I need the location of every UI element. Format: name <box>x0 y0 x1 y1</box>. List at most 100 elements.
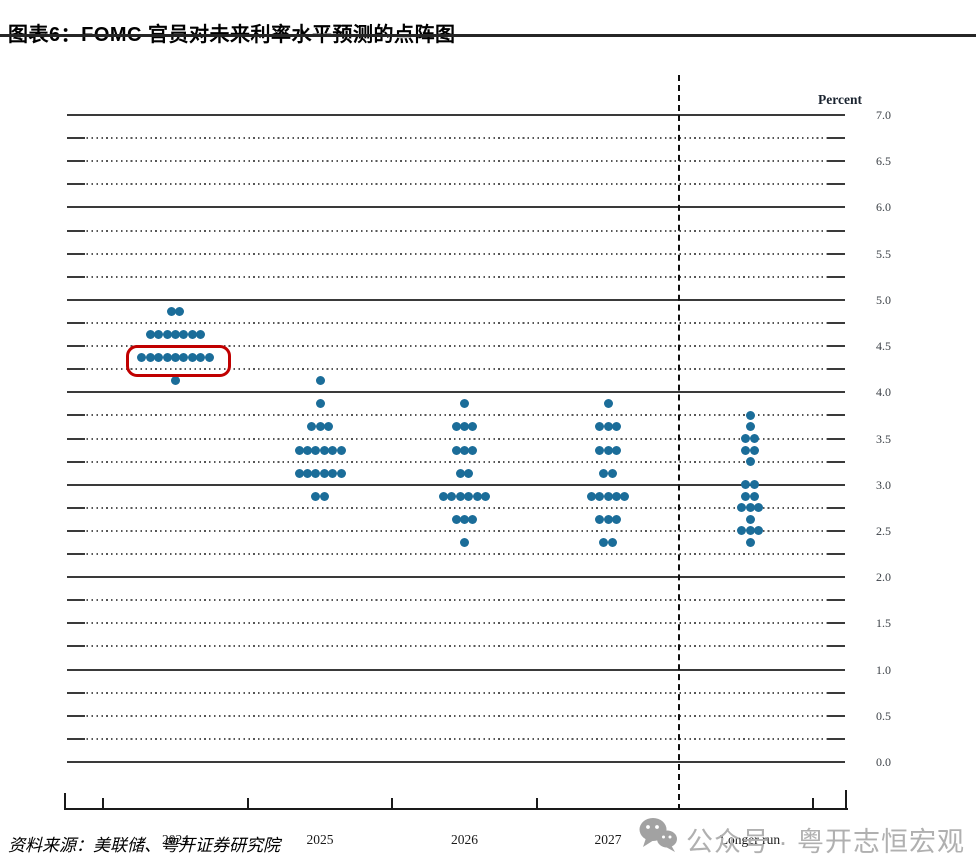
projection-dot-2024-4.125 <box>171 376 180 386</box>
projection-dot-longer-run-3.625 <box>745 422 755 432</box>
wechat-icon <box>639 818 677 852</box>
x-axis-tick <box>102 798 104 810</box>
projection-dot-longer-run-2.875 <box>741 491 751 501</box>
y-tick-label-4.5: 4.5 <box>876 339 891 354</box>
projection-dot-2024-4.625 <box>162 330 172 340</box>
projection-dot-2024-4.375 <box>154 353 164 363</box>
projection-dot-longer-run-2.5 <box>753 526 763 536</box>
projection-dot-2027-3.125 <box>607 468 617 478</box>
y-tick-label-6.5: 6.5 <box>876 154 891 169</box>
projection-dot-2025-3.375 <box>336 445 346 455</box>
projection-dot-2027-2.875 <box>595 491 605 501</box>
projection-dot-2024-4.375 <box>196 353 206 363</box>
projection-dot-longer-run-3.375 <box>741 445 751 455</box>
projection-dot-2025-2.875 <box>319 491 329 501</box>
projection-dot-2025-3.125 <box>294 468 304 478</box>
projection-dot-2027-3.125 <box>599 468 609 478</box>
projection-dot-2024-4.625 <box>154 330 164 340</box>
gridline-dotted-1.5 <box>67 622 845 625</box>
projection-dot-2024-4.625 <box>187 330 197 340</box>
projection-dot-2026-3.375 <box>468 445 478 455</box>
x-axis-left-cap <box>64 793 66 810</box>
projection-dot-2026-2.875 <box>464 491 474 501</box>
gridline-solid-4 <box>67 391 845 394</box>
projection-dot-longer-run-2.5 <box>737 526 747 536</box>
projection-dot-longer-run-2.625 <box>745 514 755 524</box>
projection-dot-2026-3.625 <box>460 422 469 432</box>
projection-dot-2027-2.875 <box>586 491 596 501</box>
projection-dot-2025-2.875 <box>311 491 321 501</box>
projection-dot-2025-3.125 <box>302 468 312 478</box>
x-tick-label-2025: 2025 <box>306 832 334 847</box>
projection-dot-2027-2.875 <box>603 491 613 501</box>
gridline-dotted-4.5 <box>67 345 845 348</box>
projection-dot-longer-run-2.375 <box>745 537 755 547</box>
projection-dot-longer-run-2.75 <box>753 503 763 513</box>
projection-dot-2024-4.875 <box>166 306 176 316</box>
highlight-box-2024-median <box>126 344 231 377</box>
projection-dot-2027-2.875 <box>620 491 630 501</box>
y-tick-label-1.0: 1.0 <box>876 662 891 677</box>
gridline-dotted-2.25 <box>67 553 845 556</box>
gridline-solid-2 <box>67 576 845 579</box>
y-tick-label-2.0: 2.0 <box>876 570 891 585</box>
gridline-dotted-6.75 <box>67 137 845 140</box>
gridline-solid-6 <box>67 206 845 209</box>
gridline-dotted-3.75 <box>67 414 845 417</box>
projection-dot-2024-4.375 <box>137 353 147 363</box>
projection-dot-longer-run-3.75 <box>745 410 755 420</box>
gridline-dotted-6.5 <box>67 160 845 163</box>
x-axis-tick <box>391 798 393 810</box>
y-tick-label-3.0: 3.0 <box>876 477 891 492</box>
gridline-dotted-6.25 <box>67 183 845 186</box>
projection-dot-2025-3.125 <box>328 468 338 478</box>
watermark: 公众号 · 粤开志恒宏观 <box>632 812 976 858</box>
projection-dot-longer-run-3 <box>749 480 759 490</box>
x-axis-tick <box>536 798 538 810</box>
gridline-dotted-0.5 <box>67 714 845 717</box>
gridline-dotted-1.25 <box>67 645 845 648</box>
projection-dot-2026-3.625 <box>468 422 478 432</box>
projection-dot-2024-4.625 <box>196 330 206 340</box>
projection-dot-2027-3.875 <box>603 399 613 409</box>
projection-dot-2025-3.875 <box>315 399 325 409</box>
projection-dot-2024-4.375 <box>162 353 172 363</box>
y-tick-label-5.5: 5.5 <box>876 246 891 261</box>
projection-dot-2026-2.875 <box>481 491 490 501</box>
y-tick-label-4.0: 4.0 <box>876 385 891 400</box>
projection-dot-2025-3.625 <box>307 422 317 432</box>
projection-dot-2024-4.375 <box>145 353 155 363</box>
projection-dot-2025-3.125 <box>311 468 321 478</box>
projection-dot-2024-4.625 <box>145 330 155 340</box>
projection-dot-2025-3.375 <box>319 445 329 455</box>
projection-dot-2027-3.625 <box>595 422 605 432</box>
projection-dot-longer-run-2.75 <box>737 503 747 513</box>
projection-dot-2027-3.375 <box>595 445 605 455</box>
gridline-dotted-4.75 <box>67 321 845 324</box>
projection-dot-2024-4.375 <box>187 353 197 363</box>
y-tick-label-7.0: 7.0 <box>876 108 891 122</box>
x-tick-label-2026: 2026 <box>451 832 478 847</box>
projection-dot-2024-4.875 <box>175 306 185 316</box>
gridline-solid-1 <box>67 668 845 671</box>
gridline-solid-7 <box>67 114 845 116</box>
projection-dot-2027-2.875 <box>611 491 621 501</box>
x-axis-right-cap <box>845 790 847 810</box>
gridline-dotted-4.25 <box>67 368 845 371</box>
x-tick-label-longer-run: Longer run <box>719 832 781 847</box>
projection-dot-2024-4.625 <box>171 330 180 340</box>
projection-dot-2026-3.125 <box>464 468 474 478</box>
projection-dot-2026-2.625 <box>460 514 469 524</box>
projection-dot-2027-2.625 <box>611 514 621 524</box>
gridline-solid-0 <box>67 761 845 763</box>
projection-dot-2025-3.125 <box>336 468 346 478</box>
gridline-dotted-0.25 <box>67 737 845 740</box>
gridline-dotted-5.75 <box>67 229 845 232</box>
projection-dot-longer-run-3 <box>741 480 751 490</box>
projection-dot-2027-2.375 <box>599 537 609 547</box>
projection-dot-2026-3.375 <box>451 445 461 455</box>
source-note: 资料来源：美联储、粤开证券研究院 <box>8 836 280 855</box>
gridline-dotted-2.75 <box>67 506 845 509</box>
projection-dot-2027-3.625 <box>603 422 613 432</box>
title-rule <box>0 34 976 37</box>
